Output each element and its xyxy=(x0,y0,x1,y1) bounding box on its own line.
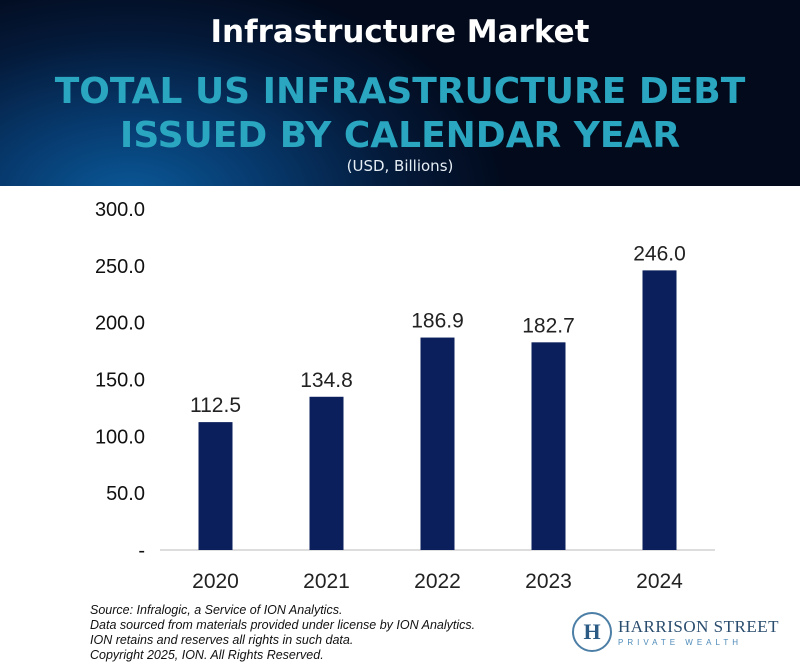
y-tick-label: 100.0 xyxy=(95,426,145,448)
x-tick-label: 2023 xyxy=(525,570,572,593)
bar xyxy=(309,396,344,550)
source-note: Source: Infralogic, a Service of ION Ana… xyxy=(90,603,475,663)
x-tick-label: 2022 xyxy=(414,570,461,593)
y-tick-label: - xyxy=(138,540,145,562)
units-label: (USD, Billions) xyxy=(346,157,454,175)
logo-name: HARRISON STREET xyxy=(618,617,779,636)
source-line: Source: Infralogic, a Service of ION Ana… xyxy=(90,603,343,617)
source-line: Copyright 2025, ION. All Rights Reserved… xyxy=(90,648,324,662)
chart-title-line1: TOTAL US INFRASTRUCTURE DEBT xyxy=(54,71,746,112)
data-label: 182.7 xyxy=(522,314,575,337)
x-tick-label: 2020 xyxy=(192,570,239,593)
y-tick-label: 250.0 xyxy=(95,256,145,278)
bar xyxy=(531,342,566,550)
logo-tagline: PRIVATE WEALTH xyxy=(618,638,743,647)
data-label: 186.9 xyxy=(411,310,464,333)
y-tick-label: 50.0 xyxy=(106,483,145,505)
harrison-street-logo: H HARRISON STREET PRIVATE WEALTH xyxy=(572,612,779,652)
y-tick-label: 200.0 xyxy=(95,313,145,335)
bar xyxy=(642,270,677,550)
bar xyxy=(420,337,455,550)
data-label: 134.8 xyxy=(300,369,353,392)
header-banner: Infrastructure Market TOTAL US INFRASTRU… xyxy=(0,0,800,186)
x-tick-label: 2021 xyxy=(303,570,350,593)
bar xyxy=(198,422,233,550)
header-title: Infrastructure Market xyxy=(210,14,590,50)
y-tick-label: 150.0 xyxy=(95,370,145,392)
y-tick-label: 300.0 xyxy=(95,199,145,221)
data-label: 246.0 xyxy=(633,242,686,265)
chart-title-line2: ISSUED BY CALENDAR YEAR xyxy=(119,115,681,156)
logo-mark-icon: H xyxy=(572,612,612,652)
source-line: ION retains and reserves all rights in s… xyxy=(90,633,354,647)
x-tick-label: 2024 xyxy=(636,570,683,593)
chart-title: TOTAL US INFRASTRUCTURE DEBT ISSUED BY C… xyxy=(0,70,800,158)
source-line: Data sourced from materials provided und… xyxy=(90,618,476,632)
data-label: 112.5 xyxy=(190,394,241,417)
